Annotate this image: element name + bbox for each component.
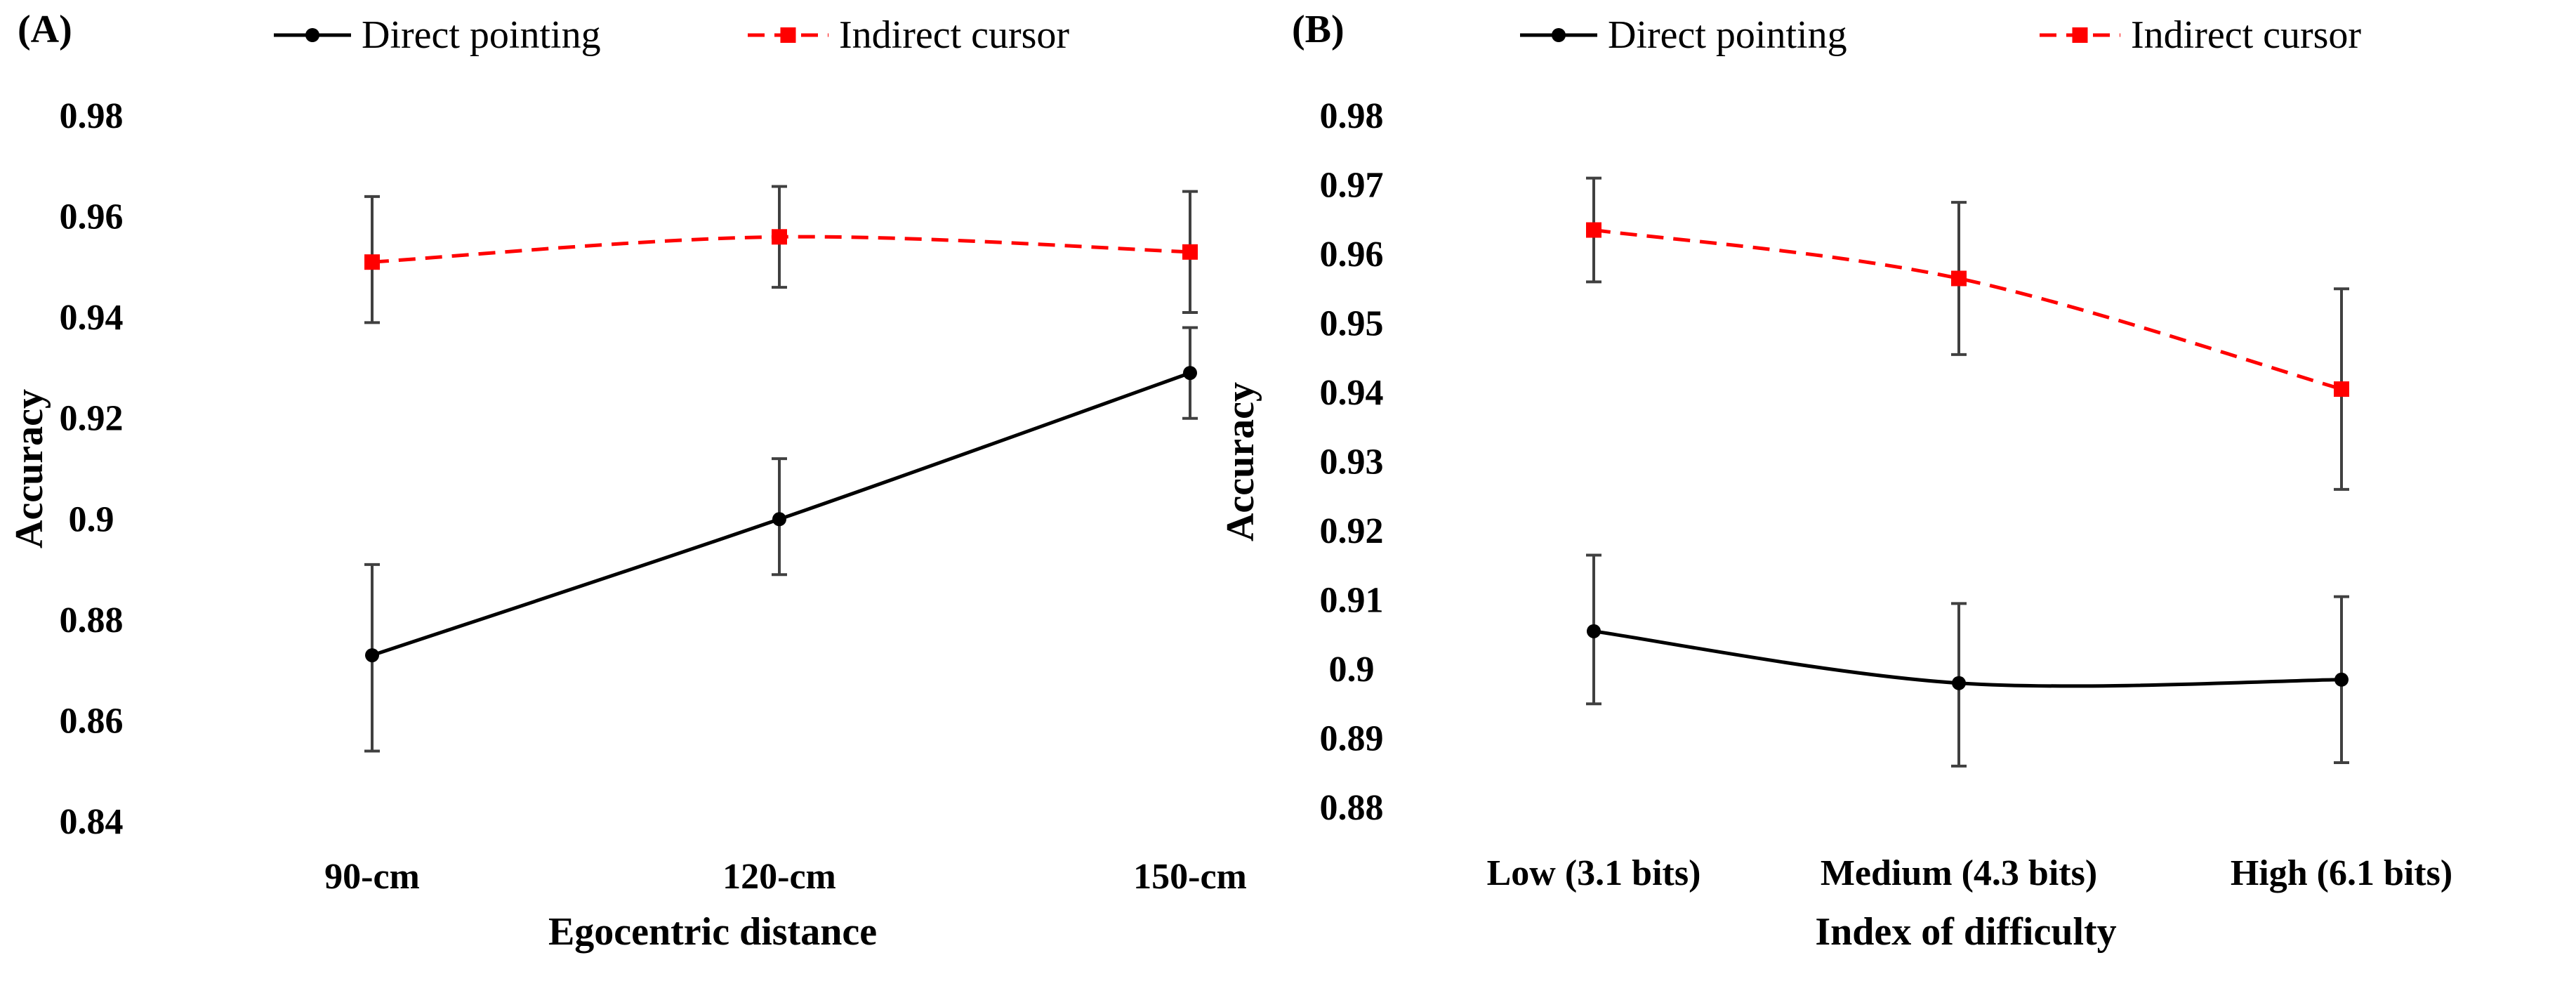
panel-a-indirect-cursor-point [772, 229, 787, 245]
panel-a-ytick-label: 0.92 [60, 399, 124, 439]
panel-b-indirect-cursor-point [2334, 381, 2349, 397]
panel-a-ylabel: Accuracy [8, 389, 51, 548]
panel-b-xtick-label: High (6.1 bits) [2231, 853, 2452, 893]
panel-b-direct-pointing-point [1587, 624, 1601, 638]
panel-b-ytick-label: 0.88 [1320, 788, 1384, 828]
panel-a-legend-direct-pointing-label: Direct pointing [362, 13, 601, 57]
panel-b-indirect-cursor-point [1951, 270, 1967, 287]
panel-a-ytick-label: 0.88 [60, 600, 124, 640]
panel-a-ytick-label: 0.9 [69, 499, 114, 539]
panel-a-label: (A) [18, 8, 72, 51]
panel-b-ytick-label: 0.93 [1320, 442, 1384, 482]
panel-b-legend-indirect-cursor-label: Indirect cursor [2131, 13, 2361, 57]
panel-a-direct-pointing-point [1183, 366, 1197, 381]
panel-a-ytick-label: 0.84 [60, 802, 124, 842]
panel-b-legend-indirect-cursor-marker [2072, 27, 2088, 43]
panel-a-ytick-label: 0.86 [60, 701, 124, 741]
panel-b-ytick-label: 0.97 [1320, 166, 1384, 206]
panel-b-ytick-label: 0.89 [1320, 719, 1384, 759]
panel-a-ytick-label: 0.96 [60, 197, 124, 237]
panel-a-xlabel: Egocentric distance [548, 910, 877, 954]
panel-a-direct-pointing-point [365, 648, 379, 663]
panel-b-legend-direct-pointing-label: Direct pointing [1608, 13, 1847, 57]
panel-b-direct-pointing-line [1593, 629, 2342, 688]
panel-a-direct-pointing-point [772, 512, 786, 527]
panel-b-indirect-cursor-point [1586, 222, 1601, 238]
panel-b-xtick-label: Medium (4.3 bits) [1821, 853, 2097, 893]
panel-a-xtick-label: 150-cm [1133, 857, 1247, 897]
panel-b-ytick-label: 0.9 [1329, 650, 1375, 690]
panel-b-ytick-label: 0.95 [1320, 304, 1384, 344]
panel-a-ytick-label: 0.94 [60, 298, 124, 338]
panel-b-direct-pointing-point [2334, 672, 2349, 687]
panel-a-ytick-label: 0.98 [60, 96, 124, 136]
panel-b-ytick-label: 0.92 [1320, 511, 1384, 551]
panel-a-legend-indirect-cursor-marker [780, 27, 796, 43]
panel-b-ytick-label: 0.91 [1320, 581, 1384, 621]
panel-b-legend-direct-pointing-marker [1552, 28, 1566, 42]
panel-b-ytick-label: 0.96 [1320, 235, 1384, 275]
panel-b-direct-pointing-point [1952, 676, 1966, 690]
panel-a-indirect-cursor-point [364, 254, 380, 270]
panel-b-ytick-label: 0.98 [1320, 96, 1384, 136]
panel-a-xtick-label: 90-cm [324, 857, 420, 897]
panel-a-indirect-cursor-point [1182, 244, 1198, 260]
panel-a-legend-indirect-cursor-label: Indirect cursor [839, 13, 1069, 57]
panel-a-legend-direct-pointing-marker [305, 28, 319, 42]
panel-b-ylabel: Accuracy [1219, 382, 1262, 541]
panel-b-xlabel: Index of difficulty [1815, 910, 2116, 954]
panel-b-xtick-label: Low (3.1 bits) [1487, 853, 1701, 893]
panel-b-indirect-cursor-line [1593, 228, 2342, 391]
panel-b-ytick-label: 0.94 [1320, 373, 1384, 413]
panel-a-xtick-label: 120-cm [722, 857, 836, 897]
panel-b-label: (B) [1292, 8, 1345, 51]
